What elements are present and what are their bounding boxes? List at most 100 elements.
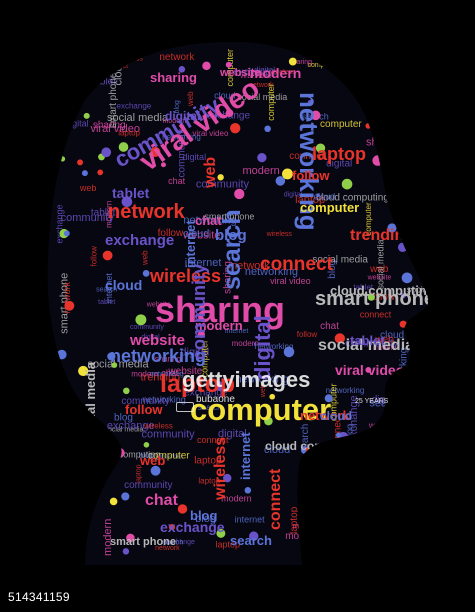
info-circle-icon [118,142,129,152]
chat-bubble-icon [249,531,259,541]
cloud-word-small: web [79,183,97,193]
cloud-word-small: community [121,396,169,407]
question-circle-icon [111,362,118,368]
cloud-word: internet [238,432,253,480]
chat-bubble-icon [59,156,66,162]
cloud-word-small: social media [105,427,144,434]
cloud-word-small: internet [225,328,248,335]
cloud-word-small: web [186,91,195,107]
cloud-word-small: community [345,337,399,349]
cloud-word-small: networking [255,342,294,351]
wifi-icon [394,371,403,379]
cloud-word-small: search [96,286,117,293]
cloud-word-small: sharing [289,59,312,66]
cloud-word-small: digital [284,192,303,199]
cloud-word: social media [318,337,414,354]
cloud-word-small: modern [102,519,114,556]
cloud-word-small: internet [235,514,266,524]
cloud-word-small: cloud computing [95,449,161,459]
plus-circle-icon [202,61,211,71]
cloud-word-small: cloud [314,192,336,202]
sms-icon [301,473,308,480]
cloud-word-small: laptop [82,73,91,95]
cloud-word-small: digital [218,428,247,440]
cloud-word: search [218,209,246,290]
cloud-word-small: connect [289,151,324,162]
cloud-word-small: web [369,264,389,275]
cloud-word-small: social media [237,92,287,102]
cloud-word: smart phone [315,288,435,310]
lightbulb-icon [332,63,343,73]
question-circle-icon [81,170,88,177]
globe-icon [244,487,252,494]
cloud-word-small: networking [399,348,410,396]
cloud-word: exchange [160,519,225,535]
cloud-word: laptop [160,370,235,398]
globe-icon [197,330,205,338]
cloud-word-small: laptop [118,129,140,138]
plus-circle-icon [225,61,232,68]
cloud-word: networking [294,92,324,231]
cloud-word: blog [215,227,247,244]
plus-circle-icon [375,441,382,448]
cloud-word-small: community [124,480,172,491]
cloud-word-small: social media [407,285,457,295]
wifi-icon [178,66,186,73]
cloud-word-small: exchange [184,388,228,399]
cloud-word-small: computer [200,340,210,378]
cloud-word-small: networking [245,266,298,278]
cloud-word: chat [195,213,222,228]
cloud-word-small: exchange [54,204,64,243]
cloud-word: search [230,533,272,548]
globe-icon [214,381,225,392]
cloud-word-small: blog [372,101,383,120]
chat-bubble-icon [397,242,408,252]
cloud-word-small: modern [221,494,252,504]
cloud-word-small: follow [297,330,318,339]
cloud-word-small: digital [372,395,398,406]
cloud-word-small: computer [148,450,190,461]
cloud-word-small: tablet [353,283,373,292]
cloud-word-small: exchange [107,420,155,432]
cloud-word-small: cloud [380,330,404,341]
question-circle-icon [97,169,104,176]
cloud-word-small: chat [320,321,339,332]
cloud-word-small: exchange [117,101,152,110]
cloud-word-small: modern [373,345,397,352]
cloud-word-small: viral video [90,123,140,135]
cloud-word: exchange [105,232,174,249]
sms-icon [401,272,413,284]
lightbulb-icon [223,473,232,483]
cloud-word-small: cloud computing [398,460,456,469]
info-circle-icon [257,152,267,163]
cloud-word-small: sharing [93,120,126,131]
wifi-icon [63,230,70,237]
cloud-word-small: computer [225,49,235,87]
cloud-word-small: search [162,540,183,547]
cloud-word: digital [165,109,200,123]
cloud-word: laptop [312,144,366,164]
sms-icon [230,123,241,134]
cloud-word: connect [260,254,334,275]
image-id: 514341159 [8,590,70,604]
cloud-word-small: blog [344,424,354,441]
cloud-word: community [189,264,209,360]
cloud-word: modern [250,65,301,81]
cloud-word-small: social media [376,239,386,289]
cloud-word-small: connect [360,310,392,320]
cloud-word: connect [267,468,284,530]
cloud-word-small: blog [174,100,181,113]
cloud-word-small: modern [232,339,259,348]
cloud-word: network [300,408,351,423]
cloud-word-small: social media [312,254,368,265]
plus-circle-icon [78,365,89,377]
cloud-word-small: laptop [198,476,220,485]
cloud-word-small: computer [320,119,362,130]
globe-icon [121,492,130,501]
cloud-word: sharing [150,70,197,85]
question-circle-icon [225,109,234,117]
plus-circle-icon [301,477,313,489]
cloud-word-small: web [141,250,150,266]
cloud-word-small: sharing [366,136,402,148]
